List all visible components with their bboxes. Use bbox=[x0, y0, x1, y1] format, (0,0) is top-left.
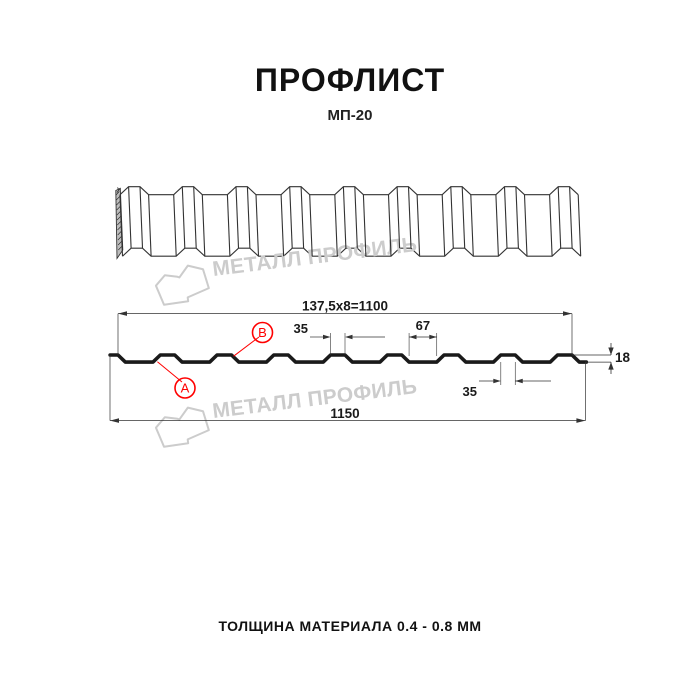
svg-text:1150: 1150 bbox=[330, 406, 359, 421]
svg-text:B: B bbox=[258, 325, 267, 340]
svg-text:67: 67 bbox=[416, 318, 430, 333]
svg-text:18: 18 bbox=[615, 350, 631, 365]
svg-text:35: 35 bbox=[463, 384, 477, 399]
svg-text:МЕТАЛЛ ПРОФИЛЬ: МЕТАЛЛ ПРОФИЛЬ bbox=[211, 233, 418, 281]
svg-text:A: A bbox=[181, 381, 190, 396]
svg-text:МЕТАЛЛ ПРОФИЛЬ: МЕТАЛЛ ПРОФИЛЬ bbox=[211, 375, 418, 423]
svg-text:35: 35 bbox=[294, 321, 308, 336]
svg-text:137,5x8=1100: 137,5x8=1100 bbox=[302, 299, 388, 314]
